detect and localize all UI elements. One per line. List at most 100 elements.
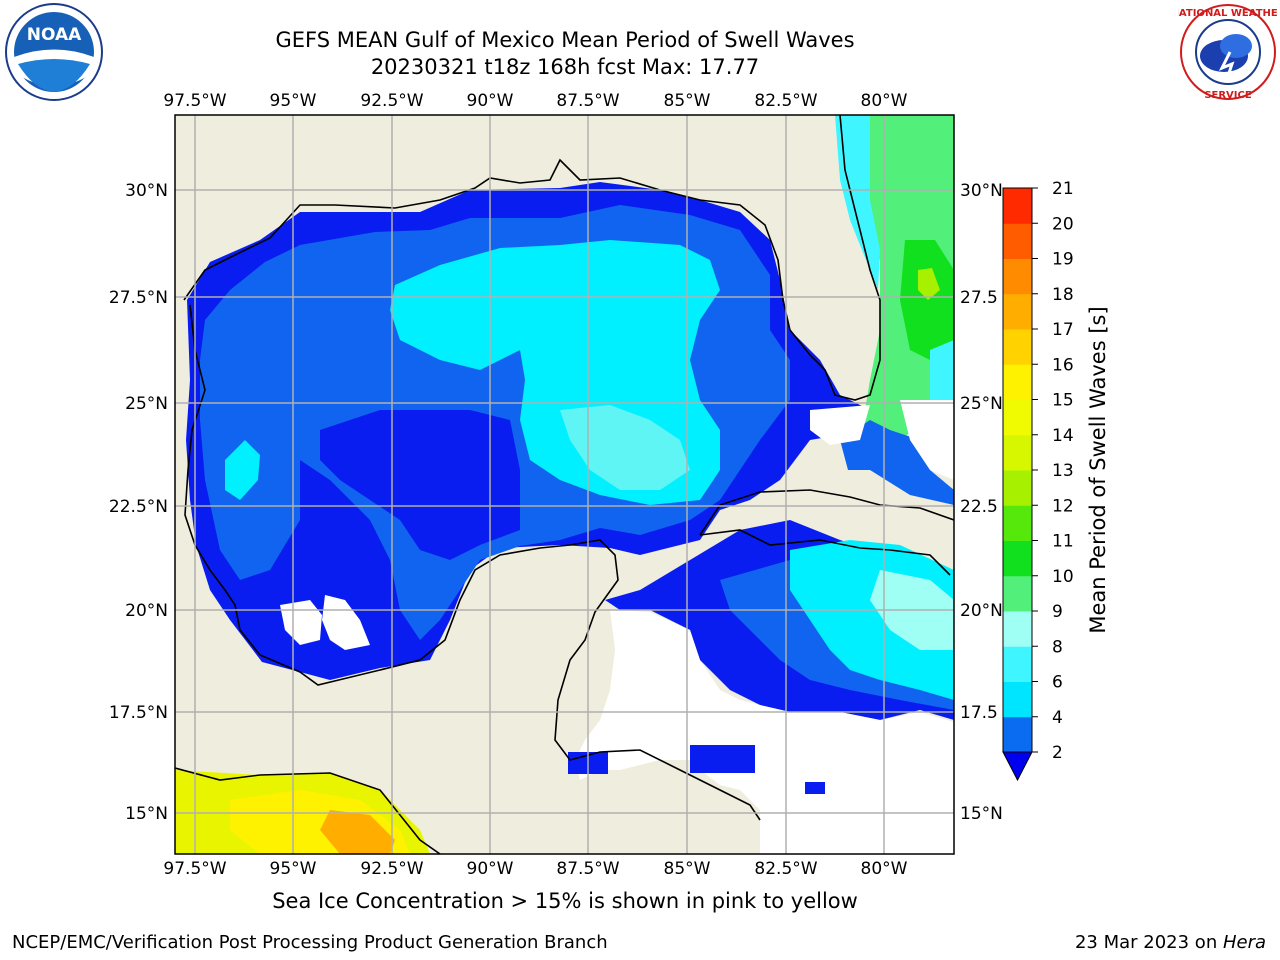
footer-date: 23 Mar 2023 on Hera xyxy=(1075,932,1266,953)
lon-tick-bottom: 82.5°W xyxy=(754,859,817,879)
lat-tick-left: 25°N xyxy=(125,394,168,414)
water-patch-3 xyxy=(805,782,825,794)
svg-text:NOAA: NOAA xyxy=(27,25,82,45)
gulf-water-dark-pocket xyxy=(320,410,520,560)
map-grid xyxy=(175,115,954,854)
atlantic-water-brightgreen xyxy=(900,240,954,360)
bahamas-water xyxy=(840,420,954,505)
gulf-water-lightcyan-west xyxy=(225,440,260,500)
colorbar-tick-label: 17 xyxy=(1052,320,1074,340)
lat-tick-right: 25°N xyxy=(960,394,1003,414)
colorbar-tick-label: 19 xyxy=(1052,250,1074,270)
colorbar-tick-label: 6 xyxy=(1052,673,1063,693)
svg-text:NATIONAL WEATHER: NATIONAL WEATHER xyxy=(1178,8,1278,19)
lon-tick-top: 82.5°W xyxy=(754,91,817,111)
colorbar-swatch xyxy=(1003,434,1032,471)
coastline-cuba xyxy=(699,489,954,576)
colorbar-swatch xyxy=(1003,646,1032,682)
colorbar-swatch xyxy=(1003,293,1032,330)
lat-tick-left: 22.5°N xyxy=(109,497,168,517)
missing-data-caribbean xyxy=(575,610,954,854)
colorbar-swatch xyxy=(1003,505,1032,541)
colorbar-tick-label: 15 xyxy=(1052,391,1074,411)
lat-tick-right: 17.5 xyxy=(960,703,998,723)
gulf-water-lightcyan xyxy=(560,405,690,490)
chart-title: GEFS MEAN Gulf of Mexico Mean Period of … xyxy=(275,28,855,52)
lat-tick-left: 15°N xyxy=(125,804,168,824)
noaa-logo: NOAA xyxy=(5,3,103,101)
sea-ice-pacific-core xyxy=(320,810,395,854)
chart-subtitle: 20230321 t18z 168h fcst Max: 17.77 xyxy=(370,55,760,79)
lon-tick-bottom: 97.5°W xyxy=(163,859,226,879)
footer-credit: NCEP/EMC/Verification Post Processing Pr… xyxy=(12,932,608,953)
lat-tick-left: 20°N xyxy=(125,601,168,621)
missing-data-florida-straits xyxy=(810,405,870,445)
svg-text:SERVICE: SERVICE xyxy=(1204,90,1252,101)
atlantic-water-lime xyxy=(918,268,940,300)
colorbar-swatch xyxy=(1003,188,1032,224)
atlantic-water-cyan xyxy=(835,115,880,290)
lon-tick-bottom: 87.5°W xyxy=(556,859,619,879)
colorbar-tick-label: 13 xyxy=(1052,461,1074,481)
lat-tick-left: 30°N xyxy=(125,181,168,201)
footer-host: Hera xyxy=(1222,932,1266,953)
colorbar-swatch xyxy=(1003,399,1032,436)
lon-tick-top: 92.5°W xyxy=(360,91,423,111)
colorbar-swatch xyxy=(1003,716,1032,753)
colorbar: 2 4 6 8 9 10 11 12 13 14 15 16 17 18 19 20 21 xyxy=(1002,179,1074,782)
lon-tick-top: 87.5°W xyxy=(556,91,619,111)
lon-tick-bottom: 92.5°W xyxy=(360,859,423,879)
sea-ice-caption: Sea Ice Concentration > 15% is shown in … xyxy=(272,889,858,913)
missing-data-bay-of-campeche-1 xyxy=(280,600,322,645)
lon-tick-top: 80°W xyxy=(861,91,908,111)
colorbar-tick-label: 10 xyxy=(1052,567,1074,587)
footer-date-text: 23 Mar 2023 on xyxy=(1074,932,1223,953)
atlantic-water-cyan-2 xyxy=(930,340,954,400)
colorbar-tick-label: 2 xyxy=(1052,743,1063,763)
lat-tick-right: 22.5 xyxy=(960,497,998,517)
lon-tick-top: 97.5°W xyxy=(163,91,226,111)
lat-tick-right: 30°N xyxy=(960,181,1003,201)
missing-data-bahamas xyxy=(900,400,954,480)
colorbar-swatch xyxy=(1003,364,1032,400)
colorbar-label: Mean Period of Swell Waves [s] xyxy=(1086,306,1110,634)
colorbar-swatch xyxy=(1003,329,1032,365)
colorbar-under-extend xyxy=(1002,751,1033,782)
map-frame xyxy=(174,114,955,855)
lon-tick-bottom: 80°W xyxy=(861,859,908,879)
colorbar-swatch xyxy=(1003,681,1032,718)
colorbar-tick-label: 16 xyxy=(1052,355,1074,375)
colorbar-tick-label: 20 xyxy=(1052,214,1074,234)
colorbar-swatch xyxy=(1003,258,1032,295)
colorbar-swatch xyxy=(1003,611,1032,647)
lat-tick-left: 17.5°N xyxy=(109,703,168,723)
colorbar-swatch xyxy=(1003,575,1032,612)
colorbar-tick-label: 11 xyxy=(1052,532,1074,552)
lon-tick-top: 85°W xyxy=(664,91,711,111)
lon-tick-bottom: 85°W xyxy=(664,859,711,879)
colorbar-tick-label: 18 xyxy=(1052,285,1074,305)
colorbar-swatch xyxy=(1003,470,1032,506)
colorbar-swatch xyxy=(1003,540,1032,577)
lat-tick-right: 15°N xyxy=(960,804,1003,824)
lon-tick-bottom: 95°W xyxy=(270,859,317,879)
colorbar-tick-label: 14 xyxy=(1052,426,1074,446)
colorbar-tick-label: 9 xyxy=(1052,602,1063,622)
lat-tick-right: 27.5 xyxy=(960,288,998,308)
lon-tick-top: 95°W xyxy=(270,91,317,111)
lat-tick-left: 27.5°N xyxy=(109,288,168,308)
colorbar-tick-label: 12 xyxy=(1052,496,1074,516)
water-patch-2 xyxy=(690,745,755,773)
colorbar-swatch xyxy=(1003,223,1032,259)
colorbar-tick-label: 21 xyxy=(1052,179,1074,199)
nws-logo: NATIONAL WEATHER SERVICE xyxy=(1178,4,1278,101)
lon-tick-top: 90°W xyxy=(467,91,514,111)
map-area xyxy=(175,115,954,854)
colorbar-tick-label: 4 xyxy=(1052,708,1063,728)
lon-tick-bottom: 90°W xyxy=(467,859,514,879)
coastline-central-america xyxy=(175,767,441,854)
missing-data-bay-of-campeche-2 xyxy=(322,595,370,650)
coastline-gulf xyxy=(183,115,881,401)
lat-tick-right: 20°N xyxy=(960,601,1003,621)
